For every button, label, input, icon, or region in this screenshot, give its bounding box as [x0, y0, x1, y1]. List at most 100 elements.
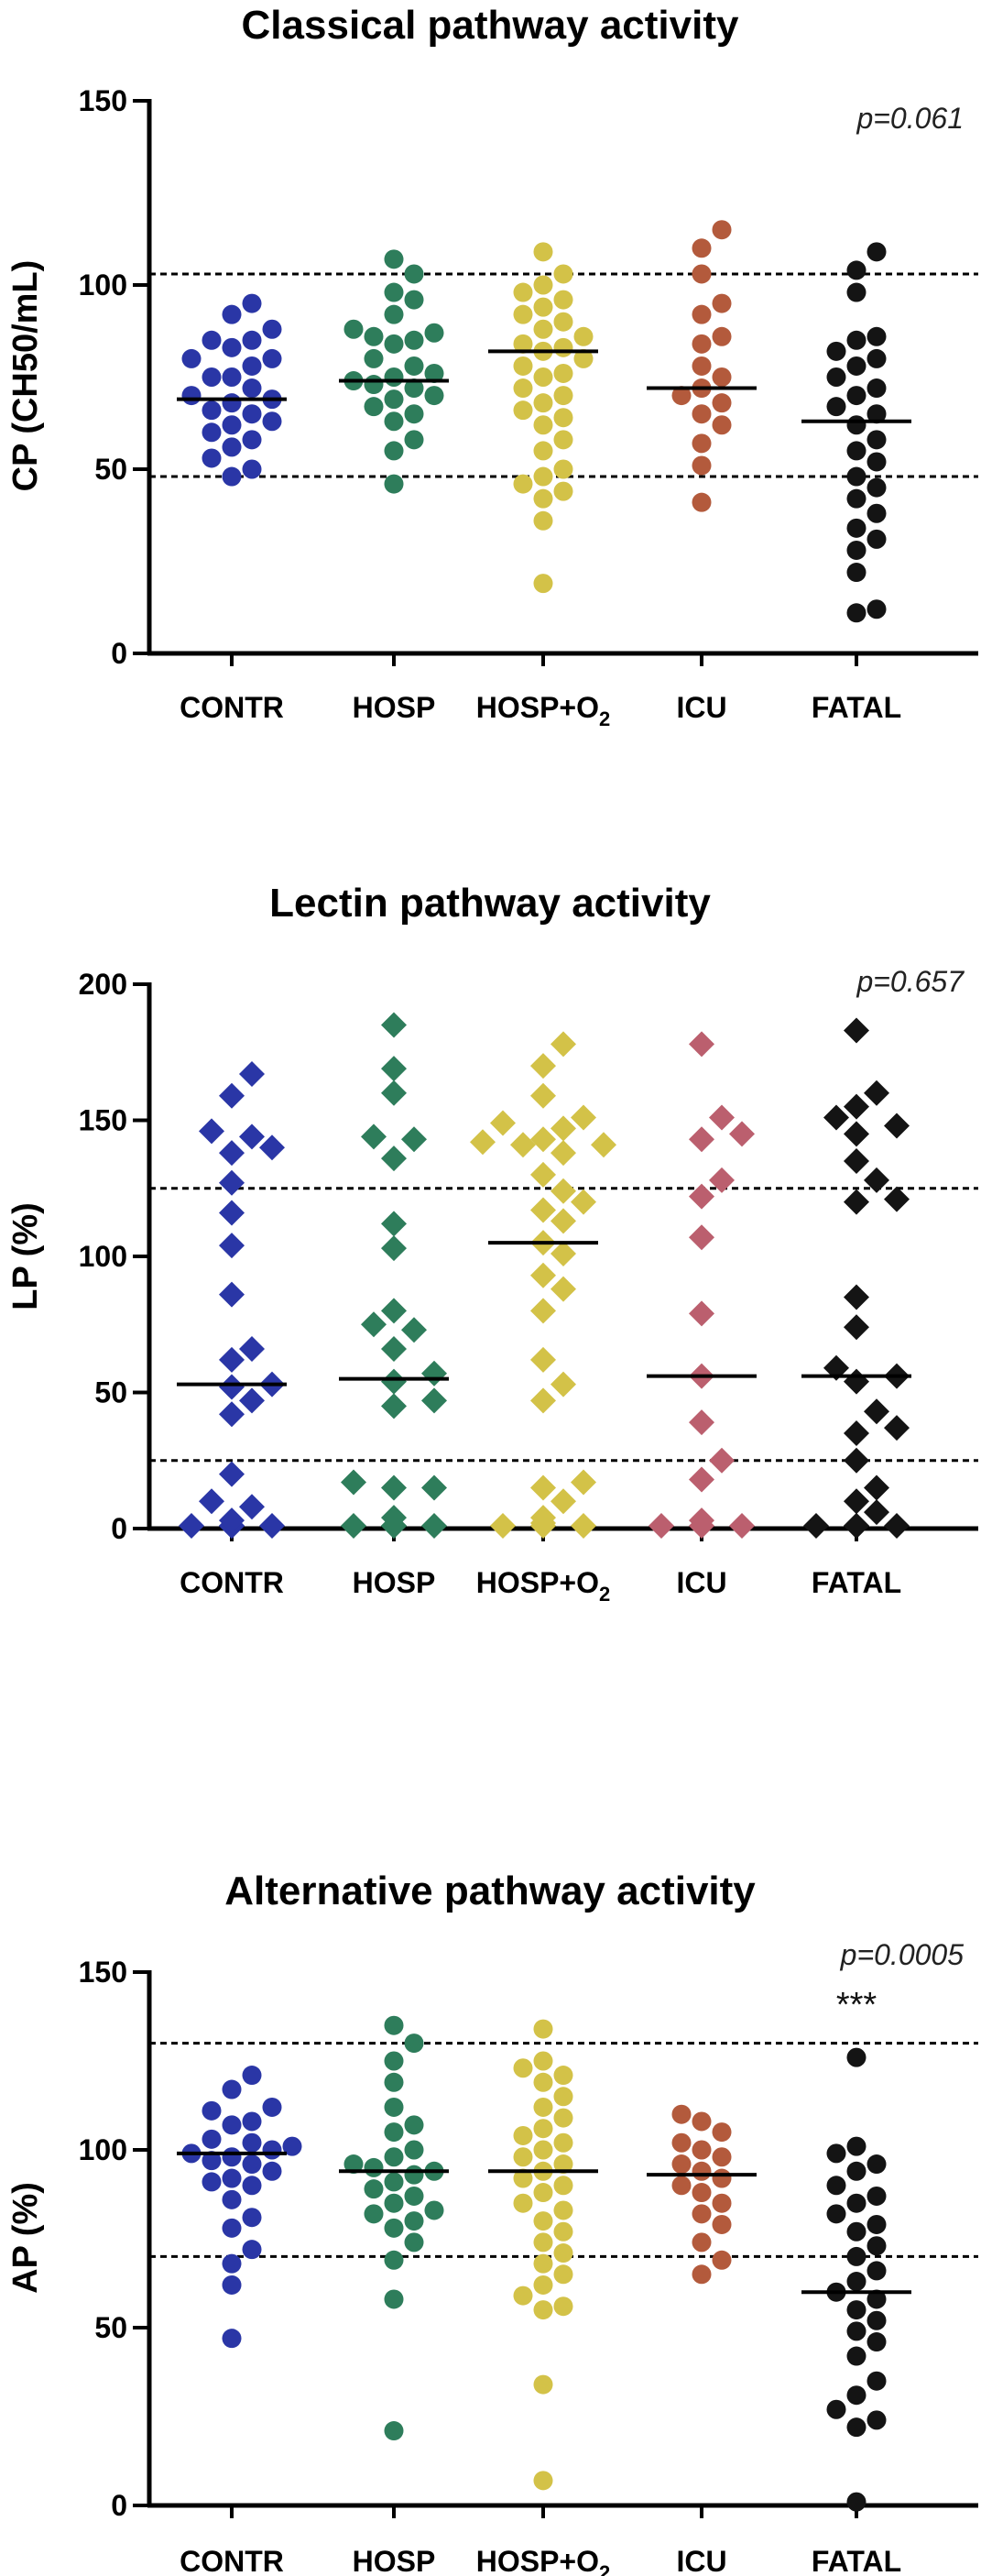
data-point [550, 1031, 576, 1058]
data-point [424, 2200, 444, 2220]
data-point [571, 1513, 596, 1540]
data-point [262, 2097, 282, 2117]
data-point [692, 433, 712, 454]
data-point [490, 1513, 516, 1540]
category-label: CONTR [180, 2545, 284, 2576]
data-point [692, 304, 712, 324]
data-point [381, 1145, 407, 1172]
data-point [533, 2275, 553, 2295]
data-point [219, 1082, 245, 1109]
data-point [384, 441, 404, 461]
data-point [533, 2253, 553, 2274]
data-point [533, 2097, 553, 2117]
data-point [689, 1466, 714, 1493]
category-label: ICU [676, 691, 726, 724]
data-point [513, 400, 533, 421]
data-point [219, 1233, 245, 1259]
data-point [867, 430, 887, 450]
data-point [222, 2189, 242, 2209]
data-point [262, 319, 282, 339]
data-point [533, 510, 553, 531]
data-point [553, 312, 573, 332]
data-point [553, 363, 573, 383]
data-point [384, 367, 404, 387]
data-point [550, 1140, 576, 1167]
data-point [867, 2289, 887, 2309]
data-point [242, 378, 262, 399]
data-point [712, 220, 732, 240]
category-label: HOSP [353, 2545, 436, 2576]
data-point [513, 2168, 533, 2188]
data-point [846, 386, 867, 406]
data-point [573, 348, 594, 368]
data-point [421, 1387, 447, 1414]
data-point [222, 2147, 242, 2167]
data-point [844, 1284, 869, 1310]
data-point [361, 1124, 387, 1150]
data-point [864, 1398, 889, 1425]
category-label: CONTR [180, 691, 284, 724]
data-point [553, 2200, 573, 2220]
data-point [381, 1368, 407, 1395]
data-point [712, 2168, 732, 2188]
data-point [242, 293, 262, 313]
significance-stars: *** [836, 1986, 877, 2024]
data-point [384, 249, 404, 269]
data-point [219, 1374, 245, 1400]
data-point [712, 2147, 732, 2167]
data-point [729, 1513, 755, 1540]
data-point [712, 2193, 732, 2213]
data-point [844, 1420, 869, 1447]
data-point [381, 1474, 407, 1501]
data-point [381, 1235, 407, 1262]
data-point [846, 2136, 867, 2156]
data-point [553, 2066, 573, 2086]
data-point [384, 2289, 404, 2309]
data-point [671, 2176, 692, 2196]
data-point [689, 1126, 714, 1153]
data-point [384, 2051, 404, 2071]
data-point [533, 319, 553, 339]
data-point [424, 363, 444, 383]
data-point [530, 1161, 556, 1188]
data-point [826, 341, 846, 361]
data-point [846, 2492, 867, 2512]
data-point [533, 297, 553, 317]
data-point [867, 404, 887, 424]
data-point [530, 1082, 556, 1109]
category-label: FATAL [812, 1566, 901, 1599]
data-point [844, 1189, 869, 1215]
chart-title: Alternative pathway activity [224, 1869, 756, 1913]
data-point [826, 2204, 846, 2224]
data-point [844, 1488, 869, 1515]
data-point [533, 2140, 553, 2160]
data-point [404, 2165, 424, 2185]
data-point [712, 2214, 732, 2234]
data-point [649, 1513, 674, 1540]
data-point [553, 2221, 573, 2242]
data-point [533, 2072, 553, 2092]
data-point [384, 2193, 404, 2213]
data-point [867, 2332, 887, 2352]
data-point [242, 2154, 262, 2175]
data-point [553, 2108, 573, 2128]
category-label: HOSP [353, 1566, 436, 1599]
data-point [262, 2140, 282, 2160]
data-point [202, 2100, 222, 2121]
data-point [219, 1346, 245, 1373]
data-point [867, 2410, 887, 2430]
y-tick-label: 100 [79, 2133, 127, 2166]
data-point [530, 1505, 556, 1531]
data-point [404, 330, 424, 350]
data-point [222, 393, 242, 413]
data-point [384, 2172, 404, 2192]
data-point [513, 474, 533, 494]
data-point [239, 1335, 265, 1362]
data-point [844, 1148, 869, 1175]
data-point [533, 2119, 553, 2139]
data-point [513, 2125, 533, 2145]
data-point [844, 1093, 869, 1120]
data-point [846, 260, 867, 280]
data-point [846, 282, 867, 302]
data-point [239, 1494, 265, 1520]
